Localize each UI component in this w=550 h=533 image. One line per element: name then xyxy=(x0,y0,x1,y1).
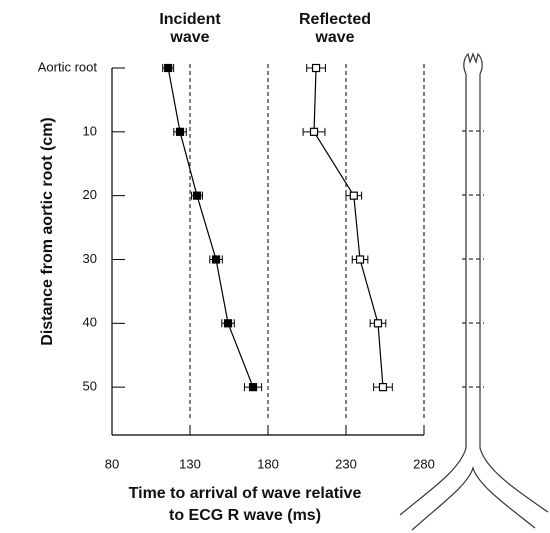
data-point xyxy=(379,384,386,391)
data-point xyxy=(177,128,184,135)
y-tick-label: 10 xyxy=(83,123,97,138)
x-axis-label: Time to arrival of wave relative xyxy=(129,485,362,502)
x-tick-label: 280 xyxy=(413,456,435,471)
data-point xyxy=(313,65,320,72)
aorta-root xyxy=(464,54,482,74)
y-axis-label: Distance from aortic root (cm) xyxy=(39,117,56,345)
series-line xyxy=(168,68,253,387)
x-tick-label: 230 xyxy=(335,456,357,471)
aorta-wall xyxy=(480,74,548,512)
aorta-markers xyxy=(462,131,484,387)
y-tick-label: 20 xyxy=(83,187,97,202)
y-tick-label: 50 xyxy=(83,379,97,394)
data-point xyxy=(250,384,257,391)
data-point xyxy=(194,192,201,199)
chart: 80 130 180 230 280 Aortic root 10 20 30 40 50 Time … xyxy=(0,0,550,533)
x-tick-label: 180 xyxy=(257,456,279,471)
data-point xyxy=(165,65,172,72)
aorta-wall xyxy=(412,468,535,530)
data-point xyxy=(374,320,381,327)
data-point xyxy=(225,320,232,327)
series-line xyxy=(314,68,383,387)
y-tick-label: Aortic root xyxy=(38,59,98,74)
x-tick-label: 130 xyxy=(179,456,201,471)
x-tick-label: 80 xyxy=(105,456,119,471)
y-tick-label: 30 xyxy=(83,251,97,266)
y-tick-label: 40 xyxy=(83,315,97,330)
aorta-wall xyxy=(400,74,466,515)
data-point xyxy=(350,192,357,199)
data-point xyxy=(213,256,220,263)
data-point xyxy=(311,128,318,135)
data-point xyxy=(357,256,364,263)
x-axis-label: to ECG R wave (ms) xyxy=(169,507,321,524)
